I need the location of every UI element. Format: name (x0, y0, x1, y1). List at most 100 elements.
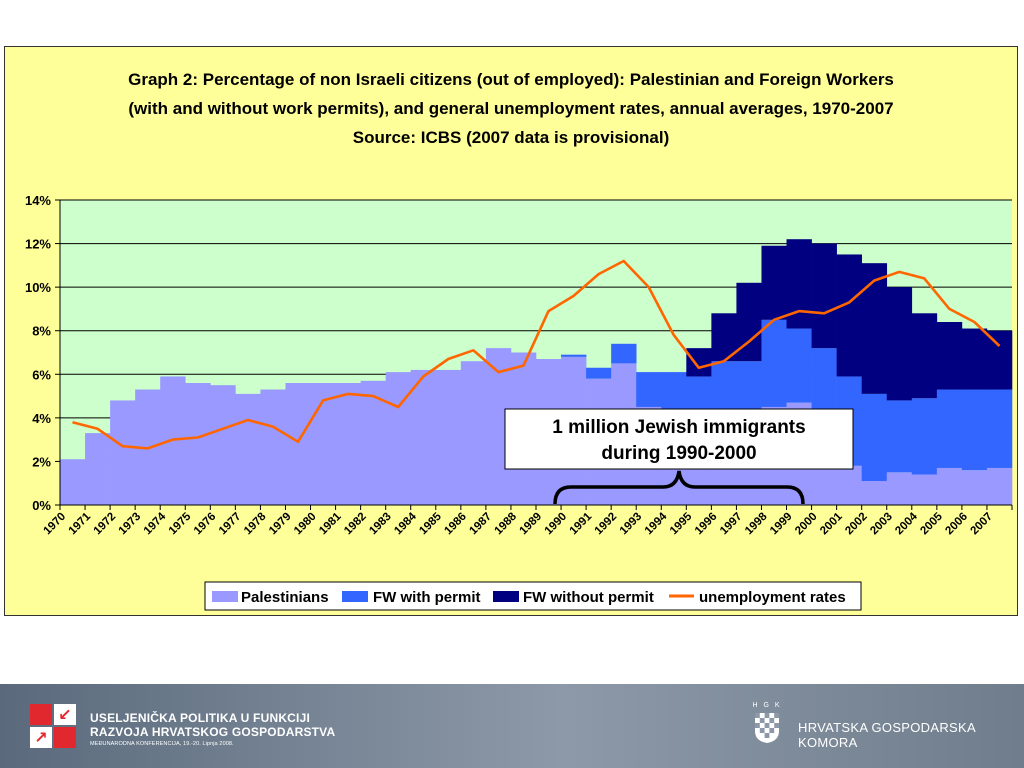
bar-palestinians-2004 (911, 474, 938, 505)
x-tick-label: 1990 (543, 511, 570, 538)
bar-fw-without-permit-2001 (836, 254, 862, 377)
x-tick-label: 1991 (568, 510, 595, 537)
bar-palestinians-1978 (260, 389, 286, 505)
legend-label-fw-with-permit: FW with permit (373, 589, 481, 606)
chart-title-line-2: (with and without work permits), and gen… (128, 99, 893, 118)
legend-swatch-fw-without-permit (493, 591, 519, 602)
bar-fw-without-permit-1998 (761, 245, 787, 320)
x-tick-label: 1970 (42, 511, 69, 538)
x-tick-labels: 1970197119721973197419751976197719781979… (42, 510, 996, 537)
x-tick-label: 2002 (843, 511, 870, 538)
x-tick-label: 2006 (943, 511, 970, 538)
legend-box (204, 581, 862, 611)
conference-logo: ↙ ↗ (30, 704, 78, 750)
x-tick-label: 1980 (292, 511, 319, 538)
x-tick-label: 1995 (668, 510, 695, 537)
chart-title: Graph 2: Percentage of non Israeli citiz… (128, 70, 894, 147)
bar-fw-without-permit-2003 (886, 287, 913, 401)
conference-title-line-2: RAZVOJA HRVATSKOG GOSPODARSTVA (90, 725, 336, 739)
arrow-in-icon: ↙ (58, 705, 72, 724)
bar-fw-with-permit-2002 (861, 393, 888, 482)
bar-fw-with-permit-1998 (761, 319, 787, 407)
x-tick-label: 1974 (142, 510, 169, 537)
bar-palestinians-1972 (110, 400, 136, 505)
x-tick-label: 1977 (217, 511, 244, 538)
annotation-line-1: 1 million Jewish immigrants (552, 417, 805, 438)
bar-palestinians-2005 (936, 467, 963, 505)
logo-square-tr (54, 704, 76, 725)
x-tick-label: 1975 (167, 510, 194, 537)
bar-fw-with-permit-2000 (811, 348, 837, 412)
x-tick-label: 2004 (893, 510, 920, 537)
x-tick-label: 1998 (743, 510, 770, 537)
bar-palestinians-1986 (460, 361, 487, 505)
bar-fw-with-permit-2006 (961, 389, 988, 471)
annotation-line-2: during 1990-2000 (601, 443, 756, 464)
y-tick-label: 2% (32, 454, 51, 469)
bar-palestinians-1970 (60, 459, 86, 505)
y-tick-labels: 0% 2% 4% 6% 8% 10% 12% 14% (25, 193, 51, 513)
chart-area: Graph 2: Percentage of non Israeli citiz… (4, 46, 1018, 616)
x-tick-label: 1994 (643, 510, 670, 537)
x-tick-label: 1992 (593, 511, 620, 538)
y-tick-label: 14% (25, 193, 51, 208)
bar-fw-with-permit-1992 (611, 343, 637, 364)
bar-fw-with-permit-1991 (586, 367, 612, 379)
logo-square-tl (30, 704, 52, 725)
hgk-letters: H G K (752, 702, 782, 709)
logo-square-bl (30, 727, 52, 748)
bar-palestinians-1980 (310, 383, 336, 505)
x-tick-label: 2005 (918, 510, 945, 537)
x-tick-label: 1993 (618, 511, 645, 538)
legend-swatch-fw-with-permit (342, 591, 368, 602)
unemployment-line (72, 259, 1001, 450)
footer-bar: ↙ ↗ USELJENIČKA POLITIKA U FUNKCIJI RAZV… (0, 684, 1024, 768)
bar-fw-without-permit-1995 (686, 348, 712, 377)
conference-title: USELJENIČKA POLITIKA U FUNKCIJI RAZVOJA … (90, 711, 335, 739)
x-tick-label: 2003 (868, 511, 895, 538)
y-tick-label: 10% (25, 280, 51, 295)
arrow-out-icon: ↗ (34, 728, 48, 747)
x-tick-label: 1976 (192, 511, 219, 538)
x-tick-label: 2000 (793, 511, 820, 538)
legend-swatch-palestinians (212, 591, 238, 602)
conference-title-line-1: USELJENIČKA POLITIKA U FUNKCIJI (90, 711, 310, 725)
x-tick-label: 1986 (442, 511, 469, 538)
x-tick-label: 1996 (693, 511, 720, 538)
x-tick-label: 1988 (492, 510, 519, 537)
chamber-title: HRVATSKA GOSPODARSKA KOMORA (798, 720, 976, 750)
bar-palestinians-1971 (85, 433, 111, 505)
x-tick-label: 1972 (92, 511, 119, 538)
bar-palestinians-1982 (360, 380, 386, 505)
bar-palestinians-2007 (986, 467, 1013, 505)
bar-fw-with-permit-1990 (561, 354, 587, 357)
legend-label-palestinians: Palestinians (241, 589, 329, 606)
bar-fw-with-permit-2004 (911, 398, 938, 475)
y-tick-label: 12% (25, 237, 51, 252)
bar-fw-without-permit-2004 (911, 313, 938, 399)
bar-fw-with-permit-2007 (986, 389, 1013, 468)
bar-fw-with-permit-2005 (936, 389, 963, 468)
bar-fw-with-permit-1993 (636, 372, 662, 407)
bar-palestinians-1981 (335, 383, 361, 505)
chart-svg: Graph 2: Percentage of non Israeli citiz… (25, 70, 1013, 611)
annotation-brace (553, 470, 805, 505)
bar-palestinians-1985 (435, 369, 462, 505)
bar-palestinians-1979 (285, 383, 311, 505)
x-tick-label: 2001 (818, 510, 845, 537)
annotation-box (504, 408, 854, 470)
bar-fw-without-permit-2002 (861, 263, 888, 394)
x-tick-label: 1984 (392, 510, 419, 537)
bar-palestinians-1977 (235, 393, 261, 505)
x-tick-label: 1987 (467, 511, 494, 538)
y-tick-label: 6% (32, 367, 51, 382)
x-tick-label: 1978 (242, 510, 269, 537)
y-tick-label: 8% (32, 324, 51, 339)
bar-fw-with-permit-1999 (786, 328, 812, 403)
chart-title-line-3: Source: ICBS (2007 data is provisional) (353, 128, 669, 147)
bar-fw-without-permit-2006 (961, 328, 988, 390)
bar-palestinians-1984 (410, 369, 437, 505)
x-tick-label: 2007 (968, 511, 995, 538)
bar-fw-without-permit-2007 (986, 330, 1013, 390)
x-tick-label: 1999 (768, 511, 795, 538)
